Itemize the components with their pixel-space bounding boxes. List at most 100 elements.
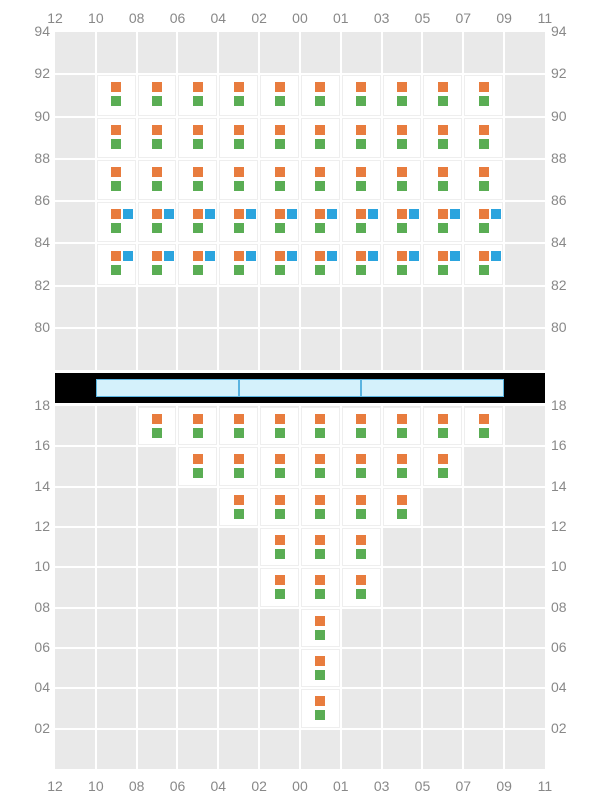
marker-orange [397,209,407,219]
marker-blue [205,251,215,261]
top-row-label-left: 90 [20,108,50,124]
gridline-v [136,406,138,769]
marker-orange [111,167,121,177]
marker-orange [356,575,366,585]
marker-green [111,139,121,149]
marker-orange [479,414,489,424]
marker-blue [205,209,215,219]
seat-cell[interactable] [301,528,340,566]
seat-cell[interactable] [260,407,299,445]
marker-green [397,509,407,519]
marker-green [275,223,285,233]
seat-cell[interactable] [301,447,340,485]
seat-cell[interactable] [301,609,340,647]
col-label-bottom: 10 [84,778,108,794]
marker-orange [356,251,366,261]
marker-orange [275,454,285,464]
top-row-label-right: 82 [551,277,581,293]
marker-orange [193,209,203,219]
marker-orange [479,251,489,261]
col-label-top: 07 [451,10,475,26]
marker-green [152,265,162,275]
marker-orange [275,495,285,505]
marker-green [111,223,121,233]
seat-cell[interactable] [178,407,217,445]
marker-green [356,509,366,519]
col-label-top: 09 [492,10,516,26]
marker-orange [438,167,448,177]
marker-green [397,223,407,233]
bottom-row-label-right: 06 [551,639,581,655]
seat-cell[interactable] [383,488,422,526]
top-row-label-right: 80 [551,319,581,335]
seat-cell[interactable] [219,407,258,445]
marker-orange [315,535,325,545]
marker-orange [479,209,489,219]
top-row-label-left: 88 [20,150,50,166]
bottom-row-label-right: 02 [551,720,581,736]
marker-orange [479,167,489,177]
bottom-row-label-left: 10 [20,558,50,574]
marker-green [315,139,325,149]
marker-orange [275,125,285,135]
marker-green [356,223,366,233]
seat-cell[interactable] [301,488,340,526]
col-label-bottom: 00 [288,778,312,794]
bottom-row-label-left: 14 [20,478,50,494]
seat-cell[interactable] [219,447,258,485]
marker-blue [327,209,337,219]
marker-orange [111,251,121,261]
seat-cell[interactable] [342,568,381,606]
bottom-row-label-left: 08 [20,599,50,615]
seat-cell[interactable] [260,528,299,566]
marker-orange [275,251,285,261]
marker-orange [234,167,244,177]
marker-green [356,96,366,106]
seat-cell[interactable] [423,407,462,445]
seat-cell[interactable] [260,488,299,526]
seat-cell[interactable] [260,447,299,485]
seat-cell[interactable] [301,689,340,727]
marker-green [479,139,489,149]
seat-cell[interactable] [219,488,258,526]
seat-cell[interactable] [301,568,340,606]
marker-green [356,549,366,559]
seat-cell[interactable] [342,407,381,445]
marker-green [438,139,448,149]
seat-cell[interactable] [383,407,422,445]
seat-cell[interactable] [342,488,381,526]
seat-cell[interactable] [301,407,340,445]
marker-green [275,428,285,438]
bottom-row-label-left: 02 [20,720,50,736]
seat-cell[interactable] [301,649,340,687]
seat-cell[interactable] [138,407,177,445]
marker-orange [275,82,285,92]
marker-green [397,468,407,478]
marker-green [356,139,366,149]
seat-cell[interactable] [342,528,381,566]
marker-green [397,428,407,438]
marker-green [438,428,448,438]
marker-green [234,96,244,106]
col-label-bottom: 08 [125,778,149,794]
marker-green [479,96,489,106]
col-label-top: 01 [329,10,353,26]
seat-cell[interactable] [383,447,422,485]
col-label-top: 00 [288,10,312,26]
seat-cell[interactable] [423,447,462,485]
marker-orange [152,414,162,424]
marker-green [438,181,448,191]
seat-cell[interactable] [178,447,217,485]
marker-green [315,181,325,191]
marker-green [275,265,285,275]
seat-cell[interactable] [342,447,381,485]
bottom-row-label-left: 12 [20,518,50,534]
seat-cell[interactable] [464,407,503,445]
marker-orange [315,167,325,177]
marker-green [193,96,203,106]
divider-segment-2 [361,379,504,397]
marker-green [234,509,244,519]
marker-green [234,428,244,438]
marker-green [315,265,325,275]
seat-cell[interactable] [260,568,299,606]
